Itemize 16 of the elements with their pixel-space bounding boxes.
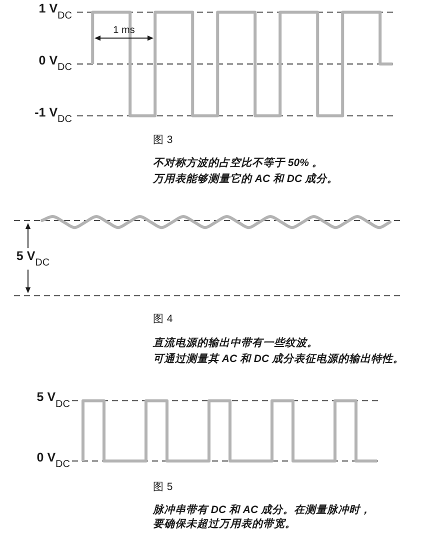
y-tick-label: 5 V$_{DC}$: [36, 390, 70, 410]
annotation: 万用表能够测量它的 AC 和 DC 成分。: [153, 173, 338, 185]
annotation: 可通过测量其 AC 和 DC 成分表征电源的输出特性。: [153, 353, 404, 365]
y-tick-label: 1 V$_{DC}$: [38, 2, 72, 22]
title: 图 5: [153, 481, 173, 493]
y-tick-label: -1 V$_{DC}$: [34, 105, 72, 125]
annotation: 要确保未超过万用表的带宽。: [153, 518, 296, 530]
y-tick-label: 0 V$_{DC}$: [36, 450, 70, 470]
title: 图 4: [153, 313, 173, 325]
title: 图 3: [153, 134, 173, 146]
annotation: 1 ms: [113, 25, 135, 36]
annotation: 直流电源的输出中带有一些纹波。: [153, 337, 318, 349]
annotation: 脉冲串带有 DC 和 AC 成分。在测量脉冲时，: [153, 504, 371, 516]
y-tick-label: 0 V$_{DC}$: [38, 54, 72, 74]
annotation: 不对称方波的占空比不等于 50% 。: [153, 157, 323, 169]
annotation: 5 V$_{DC}$: [16, 249, 50, 269]
